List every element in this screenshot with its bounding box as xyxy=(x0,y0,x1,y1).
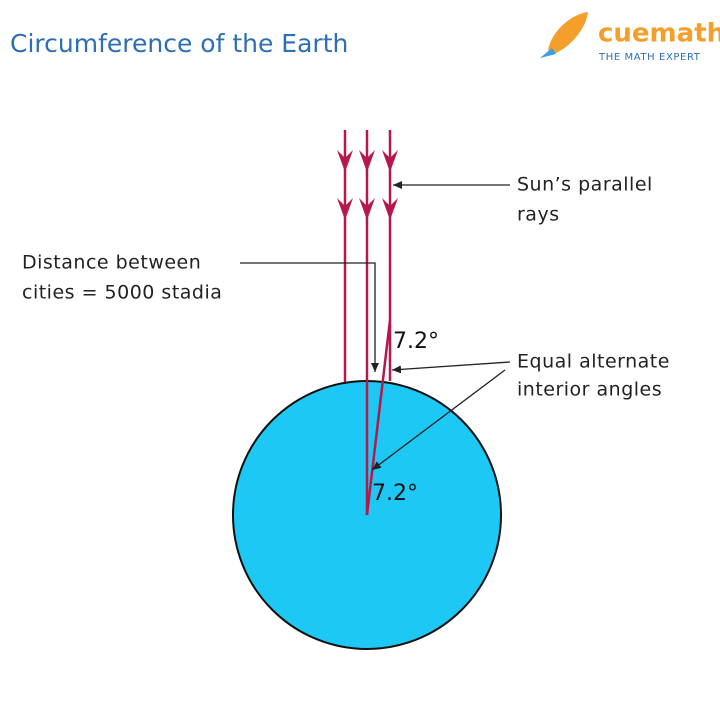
logo-name: cuemath xyxy=(598,19,720,49)
distance-pointer xyxy=(240,262,379,372)
label: Distance between xyxy=(22,252,201,274)
label: rays xyxy=(517,204,560,226)
label: cities = 5000 stadia xyxy=(22,282,222,304)
label: Sun’s parallel xyxy=(517,174,653,196)
label: interior angles xyxy=(517,379,662,401)
logo-tagline: THE MATH EXPERT xyxy=(598,52,701,63)
label: Equal alternate xyxy=(517,351,670,373)
radius-line xyxy=(365,319,392,516)
title: Circumference of the Earth xyxy=(10,29,348,58)
angle-pointer xyxy=(391,361,511,374)
angle-pointer xyxy=(371,369,506,471)
logo: cuemath THE MATH EXPERT xyxy=(540,12,720,63)
angle-label: 7.2° xyxy=(393,329,439,354)
rocket xyxy=(548,12,588,54)
rocket-flame xyxy=(540,48,556,58)
angle-label: 7.2° xyxy=(372,481,418,506)
sun-rays xyxy=(337,130,398,516)
ray-arrowheads xyxy=(337,150,398,220)
